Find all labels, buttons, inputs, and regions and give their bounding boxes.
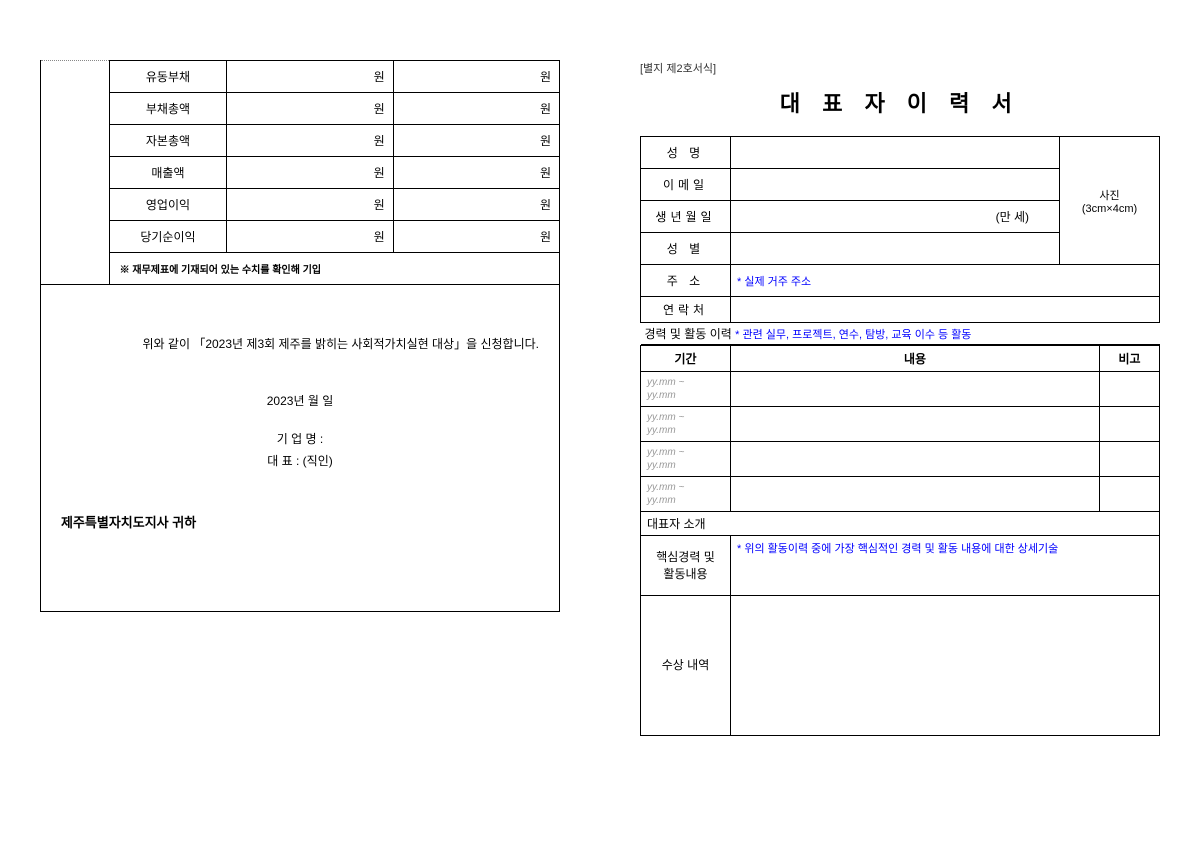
address-hint: * 실제 거주 주소 (737, 276, 811, 288)
finance-cell: 원 (227, 221, 393, 253)
career-content-cell[interactable] (731, 372, 1100, 407)
career-remark-cell[interactable] (1100, 372, 1160, 407)
finance-cell: 원 (227, 61, 393, 93)
declaration-text: 위와 같이 「2023년 제3회 제주를 밝히는 사회적가치실현 대상」을 신청… (61, 335, 539, 352)
finance-cell: 원 (227, 93, 393, 125)
career-remark-cell[interactable] (1100, 442, 1160, 477)
field-address[interactable]: * 실제 거주 주소 (731, 265, 1160, 297)
date-from: yy.mm ~ (647, 377, 684, 388)
finance-cell: 원 (393, 221, 559, 253)
declaration-recipient: 제주특별자치도지사 귀하 (61, 512, 539, 531)
field-awards[interactable] (731, 596, 1160, 736)
finance-row-label: 당기순이익 (109, 221, 227, 253)
finance-row-label: 영업이익 (109, 189, 227, 221)
finance-cell: 원 (393, 61, 559, 93)
field-core[interactable]: * 위의 활동이력 중에 가장 핵심적인 경력 및 활동 내용에 대한 상세기술 (731, 536, 1160, 596)
career-section-label: 경력 및 활동 이력 (645, 327, 732, 341)
declaration-date: 2023년 월 일 (61, 392, 539, 409)
career-table: 기간 내용 비고 yy.mm ~ yy.mm yy.mm ~ yy.mm yy.… (640, 345, 1160, 736)
col-period: 기간 (641, 346, 731, 372)
label-contact: 연락처 (641, 297, 731, 323)
label-awards: 수상 내역 (641, 596, 731, 736)
date-to: yy.mm (647, 495, 676, 506)
core-hint: * 위의 활동이력 중에 가장 핵심적인 경력 및 활동 내용에 대한 상세기술 (737, 543, 1058, 555)
career-content-cell[interactable] (731, 477, 1100, 512)
finance-row-label: 부채총액 (109, 93, 227, 125)
finance-cell: 원 (227, 157, 393, 189)
finance-cell: 원 (393, 189, 559, 221)
finance-cell: 원 (227, 189, 393, 221)
col-remark: 비고 (1100, 346, 1160, 372)
declaration-signature: 기 업 명 : 대 표 : (직인) (61, 429, 539, 472)
form-header: [별지 제2호서식] (640, 60, 1160, 76)
photo-label: 사진 (1099, 190, 1119, 202)
career-period-cell[interactable]: yy.mm ~ yy.mm (641, 407, 731, 442)
career-section-hint: * 관련 실무, 프로젝트, 연수, 탐방, 교육 이수 등 활동 (735, 329, 971, 341)
finance-note: ※ 재무제표에 기재되어 있는 수치를 확인해 기입 (109, 253, 559, 285)
finance-cell: 원 (227, 125, 393, 157)
date-to: yy.mm (647, 390, 676, 401)
career-remark-cell[interactable] (1100, 477, 1160, 512)
finance-table: 유동부채 원 원 부채총액 원 원 자본총액 원 원 매출액 원 원 영업이익 … (40, 60, 560, 285)
label-core: 핵심경력 및 활동내용 (641, 536, 731, 596)
label-name: 성 명 (641, 137, 731, 169)
career-content-cell[interactable] (731, 442, 1100, 477)
resume-table: 성 명 사진 (3cm×4cm) 이메일 생년월일 (만 세) 성 별 주 소 … (640, 136, 1160, 345)
form-title: 대 표 자 이 력 서 (640, 86, 1160, 118)
representative-label: 대 표 : (직인) (267, 454, 333, 468)
finance-row-label: 자본총액 (109, 125, 227, 157)
date-to: yy.mm (647, 425, 676, 436)
col-content: 내용 (731, 346, 1100, 372)
career-content-cell[interactable] (731, 407, 1100, 442)
career-period-cell[interactable]: yy.mm ~ yy.mm (641, 442, 731, 477)
age-suffix: (만 세) (996, 210, 1029, 224)
declaration-box: 위와 같이 「2023년 제3회 제주를 밝히는 사회적가치실현 대상」을 신청… (40, 285, 560, 612)
date-from: yy.mm ~ (647, 447, 684, 458)
finance-left-spacer (41, 61, 110, 285)
intro-section-header: 대표자 소개 (641, 512, 1160, 536)
photo-cell: 사진 (3cm×4cm) (1060, 137, 1160, 265)
finance-row-label: 매출액 (109, 157, 227, 189)
field-email[interactable] (731, 169, 1060, 201)
career-section-header: 경력 및 활동 이력 * 관련 실무, 프로젝트, 연수, 탐방, 교육 이수 … (641, 323, 1160, 345)
label-address: 주 소 (641, 265, 731, 297)
field-name[interactable] (731, 137, 1060, 169)
field-birth[interactable]: (만 세) (731, 201, 1060, 233)
label-birth: 생년월일 (641, 201, 731, 233)
label-gender: 성 별 (641, 233, 731, 265)
career-remark-cell[interactable] (1100, 407, 1160, 442)
right-page: [별지 제2호서식] 대 표 자 이 력 서 성 명 사진 (3cm×4cm) … (640, 60, 1160, 808)
date-to: yy.mm (647, 460, 676, 471)
career-period-cell[interactable]: yy.mm ~ yy.mm (641, 372, 731, 407)
finance-cell: 원 (393, 157, 559, 189)
field-contact[interactable] (731, 297, 1160, 323)
label-email: 이메일 (641, 169, 731, 201)
date-from: yy.mm ~ (647, 412, 684, 423)
photo-size: (3cm×4cm) (1082, 203, 1137, 215)
core-label-text: 핵심경력 및 활동내용 (656, 550, 715, 581)
left-page: 유동부채 원 원 부채총액 원 원 자본총액 원 원 매출액 원 원 영업이익 … (40, 60, 560, 808)
company-label: 기 업 명 : (277, 432, 323, 446)
finance-cell: 원 (393, 125, 559, 157)
field-gender[interactable] (731, 233, 1060, 265)
finance-row-label: 유동부채 (109, 61, 227, 93)
date-from: yy.mm ~ (647, 482, 684, 493)
finance-cell: 원 (393, 93, 559, 125)
career-period-cell[interactable]: yy.mm ~ yy.mm (641, 477, 731, 512)
